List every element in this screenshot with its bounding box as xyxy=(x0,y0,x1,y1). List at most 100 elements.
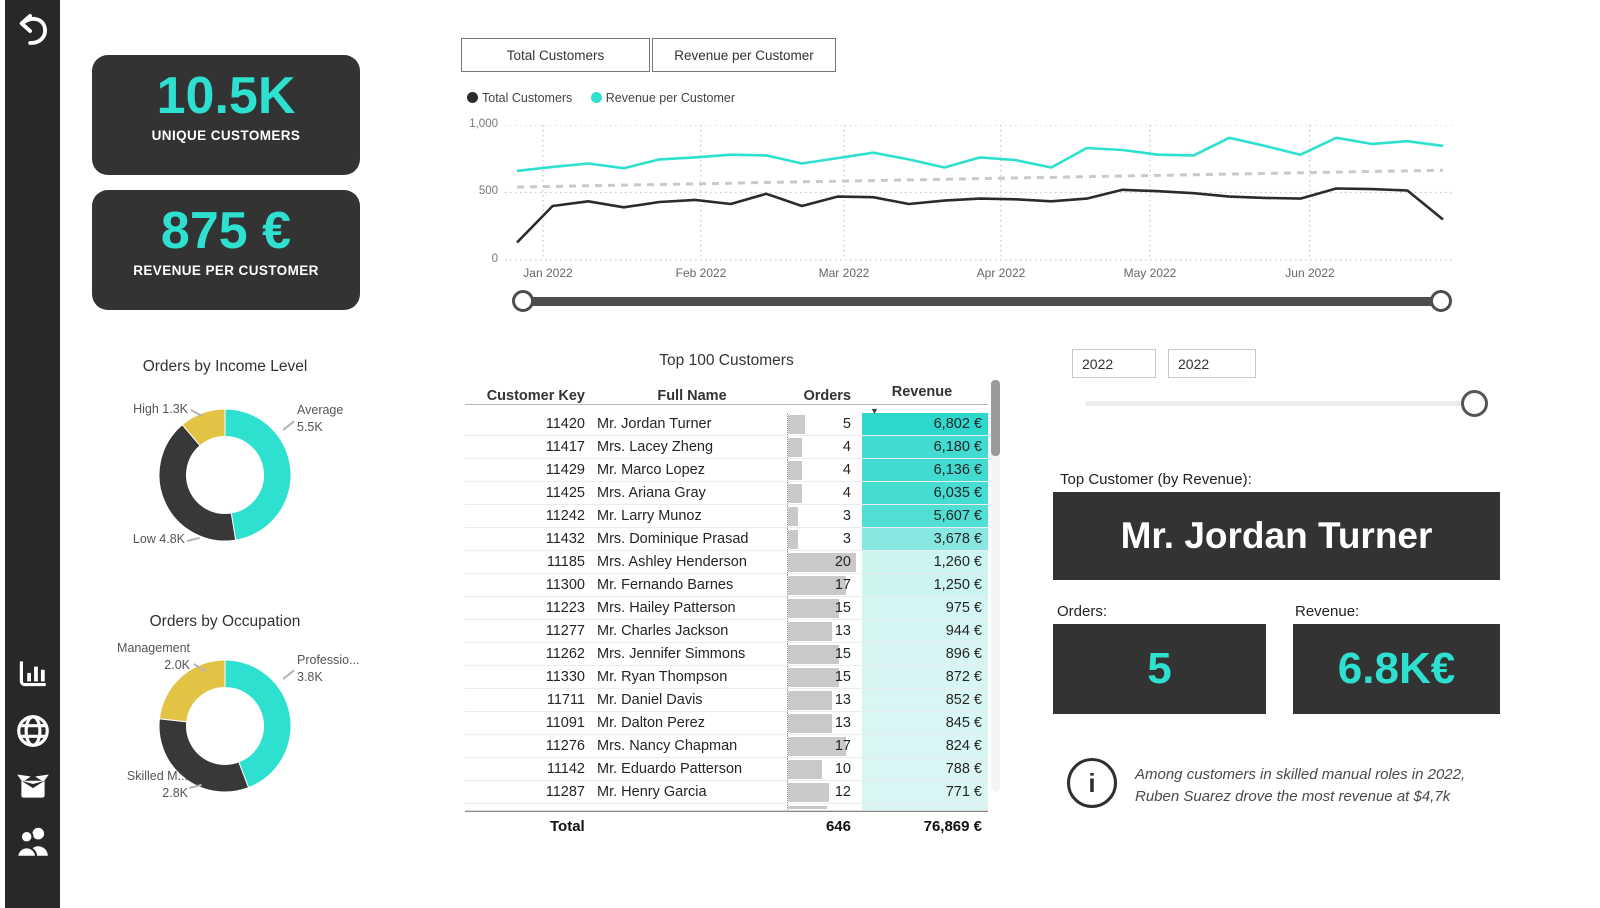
cell-revenue: 944 € xyxy=(862,620,988,642)
back-arrow-icon[interactable] xyxy=(14,13,52,51)
orders-data-bar xyxy=(788,506,799,526)
x-axis-tick: Feb 2022 xyxy=(675,266,727,280)
cell-customer-key: 11420 xyxy=(545,416,585,432)
cell-full-name: Mr. Jordan Turner xyxy=(597,416,712,432)
cell-revenue: 824 € xyxy=(862,735,988,757)
top-customer-label: Top Customer (by Revenue): xyxy=(1060,471,1252,488)
orders-data-bar xyxy=(788,667,839,687)
cell-customer-key: 11091 xyxy=(545,715,585,731)
globe-icon[interactable] xyxy=(14,712,52,750)
x-axis-tick: May 2022 xyxy=(1123,266,1177,280)
table-row[interactable]: 11091 Mr. Dalton Perez 13 845 € xyxy=(465,712,988,735)
cell-full-name: Mrs. Ashley Henderson xyxy=(597,554,747,570)
table-row[interactable]: 11262 Mrs. Jennifer Simmons 15 896 € xyxy=(465,643,988,666)
cell-full-name: Mrs. Dominique Prasad xyxy=(597,531,749,547)
table-row[interactable]: 11711 Mr. Daniel Davis 13 852 € xyxy=(465,689,988,712)
chart-range-slider-handle-right[interactable] xyxy=(1430,290,1452,312)
column-header-revenue[interactable]: Revenue xyxy=(891,384,953,400)
cell-customer-key: 11429 xyxy=(545,462,585,478)
kpi-label: UNIQUE CUSTOMERS xyxy=(151,127,301,143)
cell-orders: 4 xyxy=(787,459,856,481)
package-icon[interactable] xyxy=(14,766,52,804)
donut-label-high: High 1.3K xyxy=(133,402,188,416)
cell-revenue: 6,136 € xyxy=(862,459,988,481)
donut-segment-average[interactable] xyxy=(224,408,292,541)
orders-value: 5 xyxy=(1147,644,1172,693)
toggle-total-customers-button[interactable]: Total Customers xyxy=(461,38,650,72)
cell-customer-key: 11417 xyxy=(545,439,585,455)
total-label: Total xyxy=(550,817,585,835)
table-row[interactable]: 11287 Mr. Henry Garcia 12 771 € xyxy=(465,781,988,804)
table-row[interactable]: 11420 Mr. Jordan Turner 5 6,802 € xyxy=(465,413,988,436)
year-slider-handle[interactable] xyxy=(1461,390,1488,417)
x-axis-tick: Apr 2022 xyxy=(976,266,1026,280)
year-from-input[interactable]: 2022 xyxy=(1072,349,1156,378)
cell-revenue: 771 € xyxy=(862,781,988,803)
cell-customer-key: 11223 xyxy=(545,600,585,616)
orders-data-bar xyxy=(788,621,833,641)
donut-segment-professio-[interactable] xyxy=(224,659,292,789)
table-row[interactable]: 11425 Mrs. Ariana Gray 4 6,035 € xyxy=(465,482,988,505)
cell-revenue: 6,802 € xyxy=(862,413,988,435)
cell-revenue: 5,607 € xyxy=(862,505,988,527)
cell-orders: 15 xyxy=(787,666,856,688)
orders-data-bar xyxy=(788,575,846,595)
orders-data-bar xyxy=(788,483,802,503)
cell-customer-key: 11262 xyxy=(545,646,585,662)
cell-orders: 17 xyxy=(787,735,856,757)
chart-range-slider-track[interactable] xyxy=(523,297,1441,306)
kpi-label: REVENUE PER CUSTOMER xyxy=(133,262,319,278)
donut-segment-high[interactable] xyxy=(181,408,226,447)
table-row[interactable]: 11276 Mrs. Nancy Chapman 17 824 € xyxy=(465,735,988,758)
column-header-customer-key[interactable]: Customer Key xyxy=(486,388,585,404)
table-row[interactable]: 11330 Mr. Ryan Thompson 15 872 € xyxy=(465,666,988,689)
table-row[interactable]: 11417 Mrs. Lacey Zheng 4 6,180 € xyxy=(465,436,988,459)
table-body: 11420 Mr. Jordan Turner 5 6,802 € 11417 Mrs. … xyxy=(465,413,988,804)
sort-descending-icon[interactable]: ▼ xyxy=(870,406,879,416)
sidebar xyxy=(5,0,60,908)
table-row-partial[interactable] xyxy=(465,804,988,811)
toggle-revenue-per-customer-button[interactable]: Revenue per Customer xyxy=(652,38,836,72)
year-slider-track[interactable] xyxy=(1085,401,1478,406)
table-scrollbar-track[interactable] xyxy=(991,380,1000,792)
bar-chart-icon[interactable] xyxy=(14,655,52,693)
year-to-input[interactable]: 2022 xyxy=(1168,349,1256,378)
table-row[interactable]: 11300 Mr. Fernando Barnes 17 1,250 € xyxy=(465,574,988,597)
table-row[interactable]: 11277 Mr. Charles Jackson 13 944 € xyxy=(465,620,988,643)
legend-dot-black xyxy=(467,92,478,103)
total-orders: 646 xyxy=(825,817,851,835)
table-header: Customer Key Full Name Orders Revenue ▼ xyxy=(465,380,988,416)
orders-card: 5 xyxy=(1053,624,1266,714)
cell-customer-key: 11432 xyxy=(545,531,585,547)
cell-full-name: Mr. Henry Garcia xyxy=(597,784,707,800)
cell-revenue: 6,035 € xyxy=(862,482,988,504)
donut-label-skilled: Skilled M... 2.8K xyxy=(126,769,188,800)
donut-occupation-title: Orders by Occupation xyxy=(149,613,301,630)
x-axis-tick: Mar 2022 xyxy=(818,266,870,280)
revenue-card: 6.8K€ xyxy=(1293,624,1500,714)
legend-label: Revenue per Customer xyxy=(605,90,735,105)
table-row[interactable]: 11185 Mrs. Ashley Henderson 20 1,260 € xyxy=(465,551,988,574)
column-header-full-name[interactable]: Full Name xyxy=(657,388,727,404)
cell-revenue: 788 € xyxy=(862,758,988,780)
chart-range-slider-handle-left[interactable] xyxy=(512,290,534,312)
table-row[interactable]: 11223 Mrs. Hailey Patterson 15 975 € xyxy=(465,597,988,620)
table-scrollbar-thumb[interactable] xyxy=(991,380,1000,456)
cell-orders: 5 xyxy=(787,413,856,435)
people-icon[interactable] xyxy=(14,822,52,860)
donut-segment-management[interactable] xyxy=(158,659,226,723)
donut-label-management: Management 2.0K xyxy=(117,641,190,672)
table-row[interactable]: 11142 Mr. Eduardo Patterson 10 788 € xyxy=(465,758,988,781)
table-row[interactable]: 11242 Mr. Larry Munoz 3 5,607 € xyxy=(465,505,988,528)
legend-item: Revenue per Customer xyxy=(590,90,735,105)
info-icon: i xyxy=(1067,758,1117,808)
cell-orders: 4 xyxy=(787,436,856,458)
y-axis-tick: 1,000 xyxy=(469,118,498,130)
table-row[interactable]: 11432 Mrs. Dominique Prasad 3 3,678 € xyxy=(465,528,988,551)
table-row[interactable]: 11429 Mr. Marco Lopez 4 6,136 € xyxy=(465,459,988,482)
cell-revenue: 852 € xyxy=(862,689,988,711)
kpi-value: 875 € xyxy=(160,202,292,260)
donut-segment-low[interactable] xyxy=(158,423,237,542)
column-header-orders[interactable]: Orders xyxy=(803,388,851,404)
orders-data-bar xyxy=(788,759,822,779)
